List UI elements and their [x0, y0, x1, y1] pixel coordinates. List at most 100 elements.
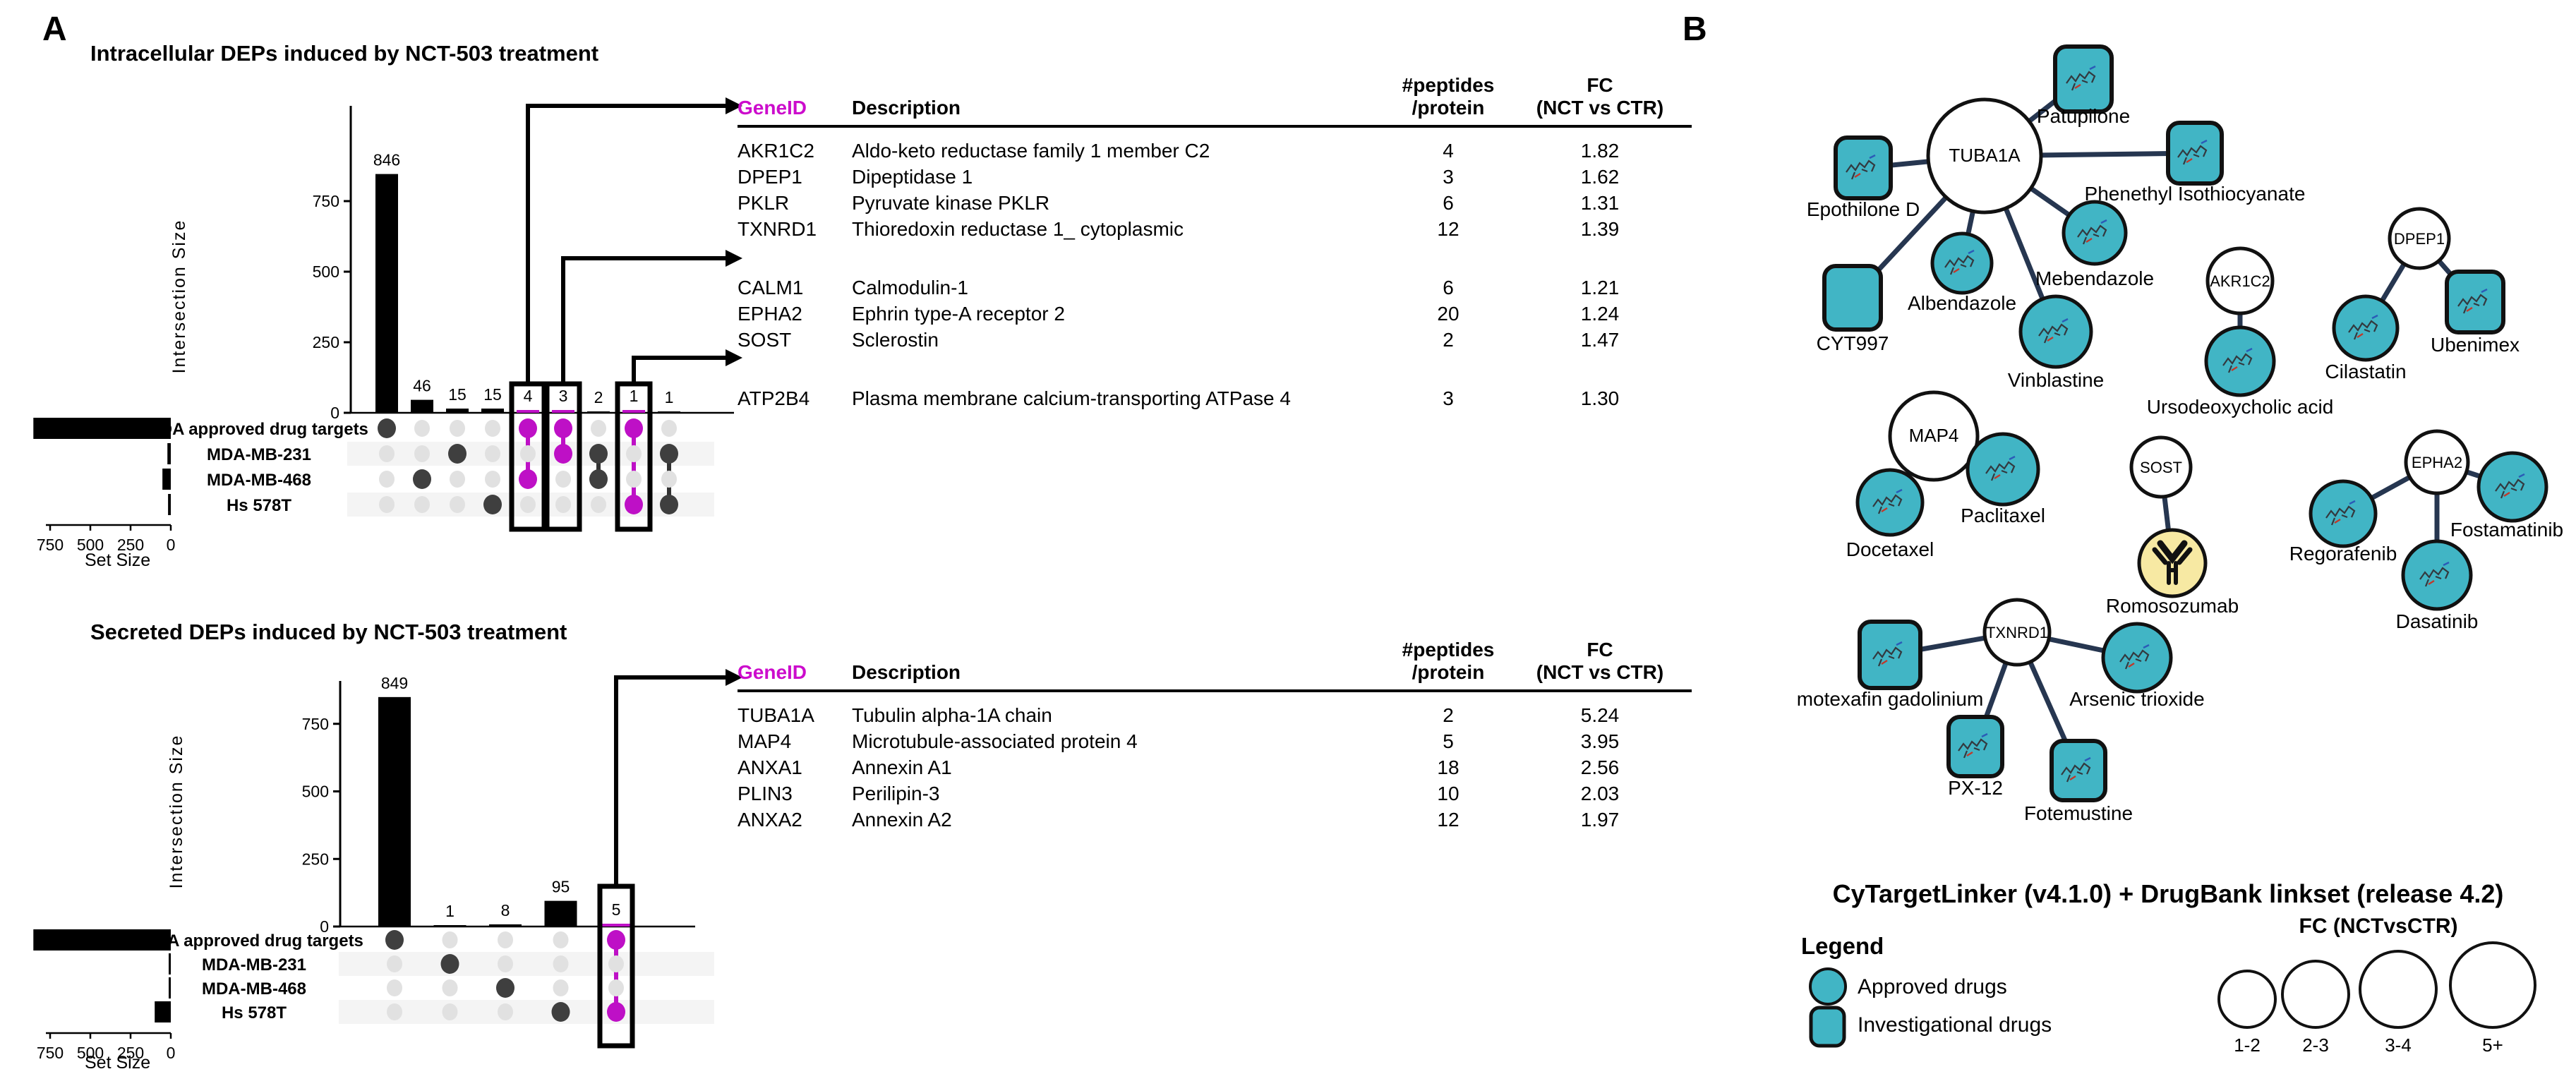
- legend-shapes: [1809, 967, 1847, 1048]
- matrix-dot: [498, 955, 513, 972]
- table-row: ANXA2 Annexin A2 12 1.97: [738, 807, 1692, 833]
- cell-description: Pyruvate kinase PKLR: [852, 191, 1050, 214]
- intersection-bar: [544, 900, 577, 927]
- molecule-structure-icon: [2325, 500, 2356, 526]
- drug-node-label: Fotemustine: [2024, 802, 2133, 824]
- cell-description: Plasma membrane calcium-transporting ATP…: [852, 387, 1291, 409]
- drug-node-ubenimex: [2445, 270, 2505, 334]
- table-row: ATP2B4 Plasma membrane calcium-transporti…: [738, 385, 1692, 411]
- set-axis-tick-label: 250: [117, 536, 144, 554]
- drug-node-mebendazole: [2062, 200, 2128, 266]
- intersection-bar: [622, 410, 645, 413]
- matrix-dot: [379, 496, 395, 513]
- fc-size-label: 2-3: [2302, 1034, 2329, 1056]
- drug-node-regorafenib: [2309, 479, 2378, 548]
- matrix-dot: [555, 496, 571, 513]
- matrix-dot: [450, 471, 465, 488]
- y-axis-title: Intersection Size: [169, 219, 189, 374]
- matrix-dot-active: [385, 930, 404, 950]
- matrix-dot: [591, 420, 606, 437]
- intersection-count: 849: [381, 674, 408, 692]
- molecule-structure-icon: [2119, 644, 2150, 670]
- callout-arrowhead: [726, 349, 742, 366]
- matrix-dot: [450, 420, 465, 437]
- antibody-icon: [2152, 540, 2193, 585]
- highlight-box: [509, 381, 547, 532]
- matrix-dot-active: [413, 469, 431, 489]
- set-axis-tick-label: 500: [77, 1044, 104, 1062]
- matrix-dot-active: [519, 469, 537, 489]
- matrix-dot-active: [554, 444, 572, 464]
- intersection-count: 8: [501, 901, 510, 919]
- table-row: SOST Sclerostin 2 1.47: [738, 327, 1692, 353]
- intersection-bar: [446, 409, 469, 413]
- molecule-structure-icon: [2177, 139, 2208, 165]
- highlight-box: [544, 381, 582, 532]
- fc-size-legend: 1-2 2-3 3-4 5+: [2217, 941, 2536, 1056]
- intersection-bar: [433, 925, 467, 927]
- drug-node-albendazole: [1930, 231, 1994, 295]
- set-axis-tick-label: 750: [37, 1044, 64, 1062]
- col-header-geneid: GeneID: [738, 97, 807, 119]
- callout-arrow: [526, 104, 727, 382]
- target-node-label: SOST: [2140, 459, 2182, 476]
- intersection-count: 46: [413, 377, 431, 395]
- drug-node-label: Mebendazole: [2035, 267, 2154, 289]
- matrix-dot: [520, 445, 536, 462]
- set-size-bar: [169, 953, 171, 975]
- molecule-structure-icon: [2457, 288, 2488, 314]
- approved-drug-legend-icon: [1809, 967, 1847, 1006]
- drug-node-phenethyl-isothiocyanate: [2166, 121, 2224, 186]
- cell-fc: 1.30: [1580, 387, 1620, 409]
- drug-node-label: Epothilone D: [1807, 198, 1920, 220]
- target-node-label: TXNRD1: [1986, 624, 2048, 641]
- intersection-bar: [411, 399, 433, 413]
- col-header-peptides: #peptides/protein: [1402, 74, 1495, 119]
- intersection-count: 2: [594, 388, 603, 406]
- legend-heading: Legend: [1801, 933, 1884, 959]
- cell-peptides: 12: [1437, 808, 1459, 831]
- matrix-dot-active: [607, 930, 625, 950]
- drug-node-arsenic-trioxide: [2101, 622, 2173, 694]
- fc-size-label: 3-4: [2385, 1034, 2412, 1056]
- matrix-dot-active: [440, 954, 459, 974]
- matrix-dot: [379, 471, 395, 488]
- panel-b-label: B: [1683, 11, 1707, 48]
- intersection-bar: [658, 411, 680, 413]
- matrix-dot-active: [448, 444, 467, 464]
- molecule-structure-icon: [2419, 561, 2450, 587]
- drug-node-label: CYT997: [1817, 332, 1889, 354]
- matrix-dot: [520, 496, 536, 513]
- table-row: ANXA1 Annexin A1 18 2.56: [738, 754, 1692, 780]
- cell-geneid: EPHA2: [738, 302, 802, 325]
- drug-node-label: Fostamatinib: [2450, 519, 2563, 541]
- drug-node-px-12: [1946, 715, 2004, 778]
- matrix-dot: [485, 471, 500, 488]
- cell-description: Ephrin type-A receptor 2: [852, 302, 1065, 325]
- molecule-structure-icon: [2038, 318, 2069, 344]
- matrix-dot-active: [483, 495, 502, 514]
- matrix-dot-active: [519, 418, 537, 438]
- col-header-description: Description: [852, 661, 961, 683]
- callout-arrow: [632, 356, 727, 382]
- cell-geneid: ANXA2: [738, 808, 802, 831]
- drug-node-label: Patupilone: [2037, 105, 2130, 127]
- target-node-akr1c2: [2205, 246, 2275, 315]
- cell-description: Microtubule-associated protein 4: [852, 730, 1138, 752]
- set-axis-tick-label: 750: [37, 536, 64, 554]
- cell-geneid: DPEP1: [738, 165, 802, 188]
- set-row-label: MDA-MB-231: [207, 445, 311, 464]
- y-tick-label: 250: [302, 850, 329, 868]
- cell-fc: 1.47: [1580, 328, 1620, 351]
- callout-arrow: [614, 675, 727, 885]
- drug-node-label: Vinblastine: [2008, 369, 2104, 391]
- col-header-fc: FC (NCT vs CTR): [1536, 639, 1664, 683]
- set-size-bar: [168, 494, 171, 515]
- cell-description: Perilipin-3: [852, 782, 940, 804]
- matrix-dot: [414, 420, 430, 437]
- col-header-description: Description: [852, 97, 961, 119]
- intersection-bar: [481, 409, 504, 413]
- plot-title-intracellular: Intracellular DEPs induced by NCT-503 tr…: [90, 41, 599, 66]
- cell-description: Tubulin alpha-1A chain: [852, 704, 1052, 726]
- cell-peptides: 6: [1443, 191, 1454, 214]
